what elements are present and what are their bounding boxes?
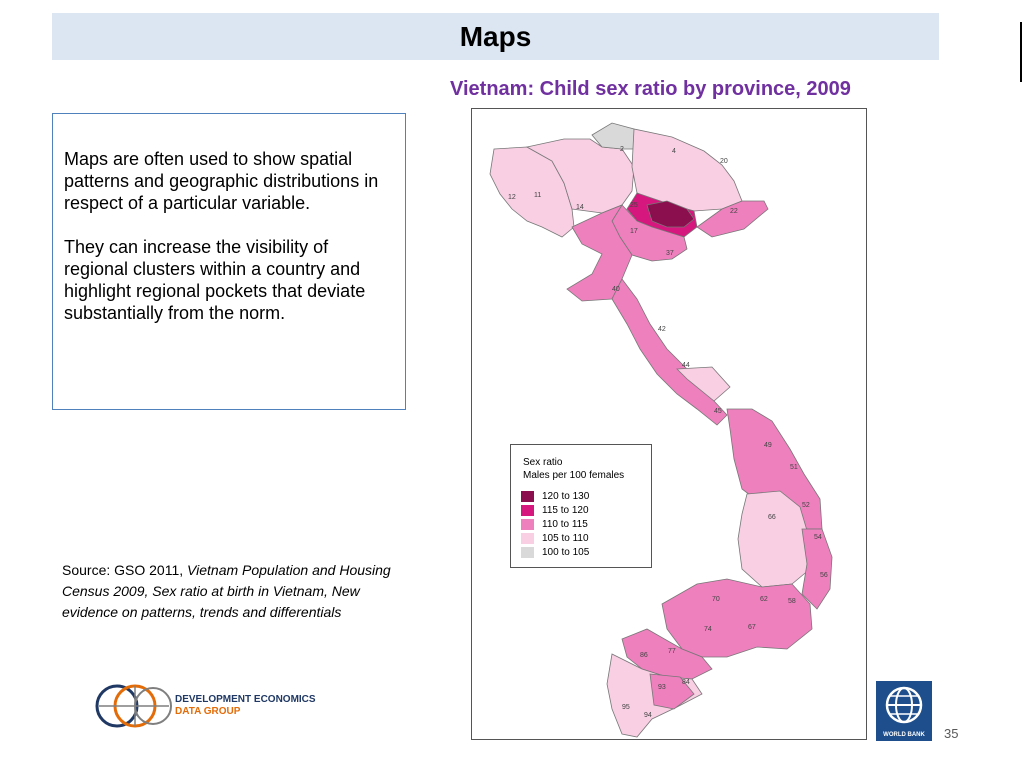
legend-label: 110 to 115 [542, 519, 588, 530]
legend-swatch [521, 533, 534, 544]
legend-title: Sex ratio Males per 100 females [523, 456, 624, 482]
legend-item: 115 to 120 [521, 505, 589, 517]
world-bank-label: WORLD BANK [883, 732, 925, 738]
province-label: 12 [508, 194, 516, 201]
province-label: 52 [802, 502, 810, 509]
province-label: 17 [630, 228, 638, 235]
province-label: 54 [814, 534, 822, 541]
development-economics-logo: DEVELOPMENT ECONOMICS DATA GROUP [95, 678, 325, 734]
province-label: 2 [620, 146, 624, 153]
world-bank-logo: WORLD BANK [876, 681, 932, 741]
title-bar: Maps [52, 13, 939, 60]
source-prefix: Source: GSO 2011, [62, 562, 188, 578]
description-textbox: Maps are often used to show spatial patt… [52, 113, 406, 410]
slide-title: Maps [459, 21, 532, 52]
page-number: 35 [944, 726, 959, 741]
legend-label: 105 to 110 [542, 533, 589, 544]
map-legend: Sex ratio Males per 100 females 120 to 1… [510, 444, 652, 568]
province-label: 45 [714, 408, 722, 415]
vietnam-map-panel: 2 4 11 12 14 17 20 22 25 37 40 42 44 45 49 51 52 54 56 58 62… [471, 108, 867, 740]
province-label: 86 [640, 652, 648, 659]
legend-item: 100 to 105 [521, 547, 589, 559]
province-label: 84 [682, 679, 690, 686]
province-label: 51 [790, 464, 798, 471]
region-mekong-tip [649, 673, 695, 710]
legend-label: 115 to 120 [542, 505, 589, 516]
paragraph-1: Maps are often used to show spatial patt… [64, 149, 379, 213]
vietnam-map: 2 4 11 12 14 17 20 22 25 37 40 42 44 45 49 51 52 54 56 58 62… [489, 122, 833, 738]
province-label: 20 [720, 158, 728, 165]
legend-item: 120 to 130 [521, 491, 589, 503]
province-label: 94 [644, 712, 652, 719]
province-label: 93 [658, 684, 666, 691]
deg-line-1: DEVELOPMENT ECONOMICS [175, 694, 316, 705]
province-label: 77 [668, 648, 676, 655]
region-east-coast [696, 200, 769, 238]
globe-rings-icon [95, 684, 172, 728]
province-label: 25 [630, 202, 638, 209]
province-label: 40 [612, 286, 620, 293]
map-label-layer: 2 4 11 12 14 17 20 22 25 37 40 42 44 45 49 51 52 54 56 58 62… [508, 146, 828, 719]
province-label: 37 [666, 250, 674, 257]
legend-swatch [521, 491, 534, 502]
region-delta-core [646, 200, 695, 228]
source-title: Vietnam Population and Housing Census 20… [62, 562, 391, 620]
legend-swatch [521, 505, 534, 516]
deg-wordmark: DEVELOPMENT ECONOMICS DATA GROUP [175, 694, 316, 718]
source-note: Source: GSO 2011, Vietnam Population and… [62, 560, 402, 623]
world-bank-globe-icon [885, 686, 923, 724]
legend-swatch [521, 547, 534, 558]
legend-item: 110 to 115 [521, 519, 588, 531]
legend-title-line-1: Sex ratio [523, 457, 563, 468]
region-central-strip [611, 278, 728, 426]
legend-label: 120 to 130 [542, 491, 590, 502]
province-label: 70 [712, 596, 720, 603]
province-label: 4 [672, 148, 676, 155]
province-label: 62 [760, 596, 768, 603]
province-label: 14 [576, 204, 584, 211]
province-label: 11 [534, 192, 541, 199]
province-label: 42 [658, 326, 666, 333]
province-label: 44 [682, 362, 690, 369]
map-title: Vietnam: Child sex ratio by province, 20… [450, 78, 851, 100]
province-label: 56 [820, 572, 828, 579]
province-label: 22 [730, 208, 738, 215]
region-mekong-upper [621, 628, 713, 680]
deg-line-2: DATA GROUP [175, 706, 241, 717]
paragraph-2: They can increase the visibility of regi… [64, 237, 366, 323]
province-label: 66 [768, 514, 776, 521]
legend-title-line-2: Males per 100 females [523, 470, 625, 481]
region-central-upper-light [676, 366, 731, 402]
province-label: 95 [622, 704, 630, 711]
province-label: 49 [764, 442, 772, 449]
province-label: 67 [748, 624, 756, 631]
legend-swatch [521, 519, 534, 530]
region-southeast [661, 578, 813, 658]
province-label: 74 [704, 626, 712, 633]
province-label: 58 [788, 598, 796, 605]
legend-label: 100 to 105 [542, 547, 590, 558]
region-north-mid [525, 138, 635, 214]
slide-edge-mark [1020, 22, 1024, 82]
region-south-central-coast [801, 528, 833, 610]
legend-item: 105 to 110 [521, 533, 589, 545]
